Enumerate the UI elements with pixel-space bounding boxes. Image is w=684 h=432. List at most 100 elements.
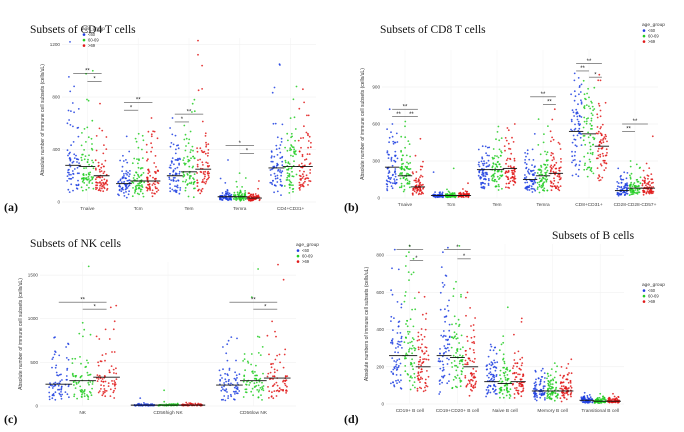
data-point	[538, 185, 541, 188]
data-point	[475, 380, 478, 383]
data-point	[473, 376, 476, 379]
data-point	[76, 397, 78, 400]
data-point	[421, 370, 423, 373]
data-point	[126, 179, 129, 182]
data-point	[257, 268, 259, 270]
data-point	[515, 387, 518, 389]
data-point	[520, 378, 523, 381]
data-point	[439, 348, 441, 350]
data-point	[544, 377, 546, 379]
data-point	[418, 367, 420, 369]
legend-marker	[642, 289, 646, 292]
data-point	[75, 158, 78, 160]
legend-label: <60	[648, 288, 656, 293]
data-point	[241, 193, 244, 195]
data-point	[573, 72, 576, 75]
data-point	[309, 180, 312, 183]
data-point	[408, 180, 411, 183]
data-point	[89, 171, 92, 174]
series-1	[398, 79, 642, 199]
data-point	[544, 397, 546, 399]
x-category-label: Tcm	[447, 202, 456, 208]
data-point	[417, 377, 420, 380]
data-point	[571, 150, 573, 153]
data-point	[452, 167, 455, 170]
data-point	[169, 127, 172, 129]
data-point	[566, 373, 569, 376]
data-point	[125, 191, 127, 193]
data-point	[256, 389, 259, 391]
data-point	[534, 189, 537, 192]
data-point	[245, 383, 248, 386]
data-point	[398, 365, 400, 367]
data-point	[392, 140, 395, 143]
data-point	[104, 328, 107, 331]
data-point	[255, 374, 258, 377]
data-point	[549, 180, 552, 183]
data-point	[439, 291, 442, 294]
data-point	[495, 352, 498, 355]
data-point	[139, 190, 142, 193]
data-point	[514, 177, 517, 180]
data-point	[574, 138, 577, 141]
data-point	[184, 180, 187, 183]
data-point	[91, 119, 94, 122]
data-point	[556, 175, 559, 178]
data-point	[302, 137, 305, 139]
data-point	[442, 336, 444, 338]
data-point	[420, 376, 422, 379]
data-point	[104, 395, 107, 398]
data-point	[183, 138, 186, 141]
data-point	[190, 149, 192, 151]
data-point	[391, 339, 393, 342]
data-point	[57, 388, 59, 391]
data-point	[414, 154, 417, 157]
data-point	[504, 172, 507, 174]
data-point	[505, 388, 508, 390]
data-point	[534, 398, 537, 400]
data-point	[498, 391, 501, 394]
data-point	[629, 160, 632, 162]
data-point	[192, 155, 195, 158]
data-point	[509, 148, 512, 150]
data-point	[583, 168, 586, 171]
data-point	[593, 86, 596, 89]
data-point	[262, 372, 264, 375]
data-point	[514, 168, 516, 171]
data-point	[172, 170, 175, 173]
data-point	[65, 375, 68, 377]
data-point	[390, 160, 393, 162]
data-point	[284, 379, 286, 382]
y-axis-label: Absolute number of immune cell subsets (…	[40, 64, 46, 176]
data-point	[590, 112, 593, 115]
data-point	[196, 182, 199, 184]
data-point	[647, 188, 649, 191]
data-point	[586, 166, 589, 169]
data-point	[96, 374, 99, 376]
data-point	[100, 183, 103, 186]
data-point	[580, 83, 583, 86]
data-point	[184, 133, 187, 136]
data-point	[390, 382, 392, 385]
data-point	[188, 159, 191, 162]
data-point	[473, 342, 476, 345]
data-point	[494, 178, 497, 181]
data-point	[112, 328, 115, 331]
data-point	[72, 125, 74, 128]
data-point	[103, 178, 106, 181]
data-point	[94, 159, 97, 162]
data-point	[177, 147, 180, 150]
data-point	[434, 191, 436, 194]
x-category-label: Temra	[233, 206, 247, 212]
data-point	[417, 363, 420, 366]
data-point	[68, 177, 70, 180]
data-point	[460, 360, 463, 362]
data-point	[593, 402, 596, 404]
data-point	[602, 397, 605, 400]
data-point	[550, 164, 553, 167]
data-point	[252, 193, 255, 196]
data-point	[556, 185, 559, 188]
data-point	[171, 188, 174, 191]
data-point	[472, 384, 475, 387]
